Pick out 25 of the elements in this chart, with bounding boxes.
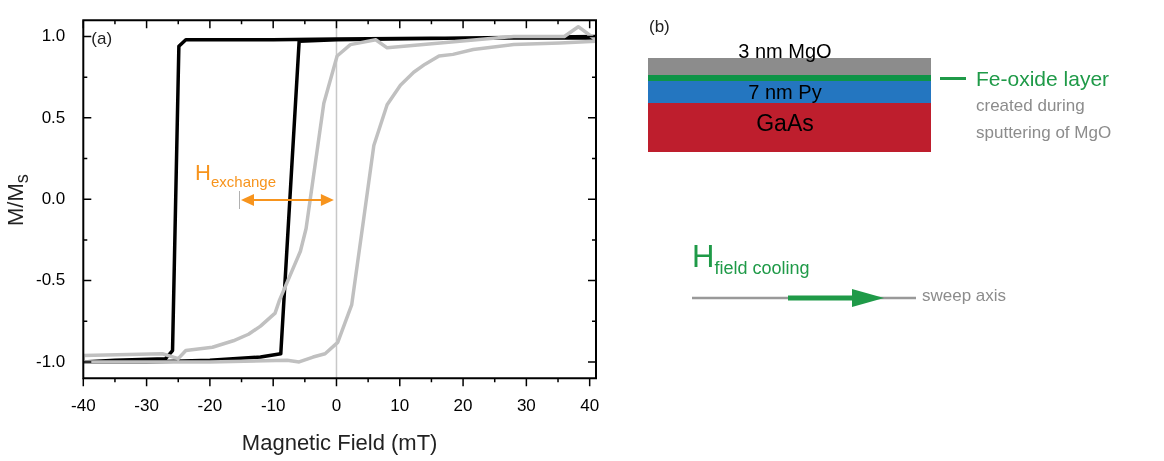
x-tick-label: -20	[197, 396, 223, 416]
text: Fe-oxide layer	[976, 67, 1110, 91]
y-tick-label: 0.0	[41, 188, 66, 208]
x-tick-label: 10	[390, 396, 410, 416]
annotation: (a)	[91, 29, 113, 49]
y-tick-label: -1.0	[36, 351, 66, 371]
text: (b)	[649, 17, 670, 37]
text: 7 nm Py	[748, 81, 822, 103]
x-tick-label: 20	[453, 396, 473, 416]
text: 3 nm MgO	[738, 40, 832, 62]
text: sweep axis	[922, 286, 1007, 306]
text: H$_{field cooling}$	[692, 239, 810, 279]
y-tick-label: 0.5	[41, 107, 66, 127]
x-tick-label: -40	[71, 396, 96, 416]
x-tick-label: 30	[516, 396, 536, 416]
x-axis-title: Magnetic Field (mT)	[241, 429, 438, 455]
y-tick-label: 1.0	[41, 26, 66, 46]
x-tick-label: -30	[134, 396, 159, 416]
x-tick-label: 0	[331, 396, 342, 416]
text: sputtering of MgO	[976, 123, 1112, 143]
text: created during	[976, 96, 1085, 116]
text: GaAs	[756, 110, 814, 137]
y-tick-label: -0.5	[36, 270, 66, 290]
x-tick-label: 40	[580, 396, 600, 416]
x-tick-label: -10	[260, 396, 286, 416]
